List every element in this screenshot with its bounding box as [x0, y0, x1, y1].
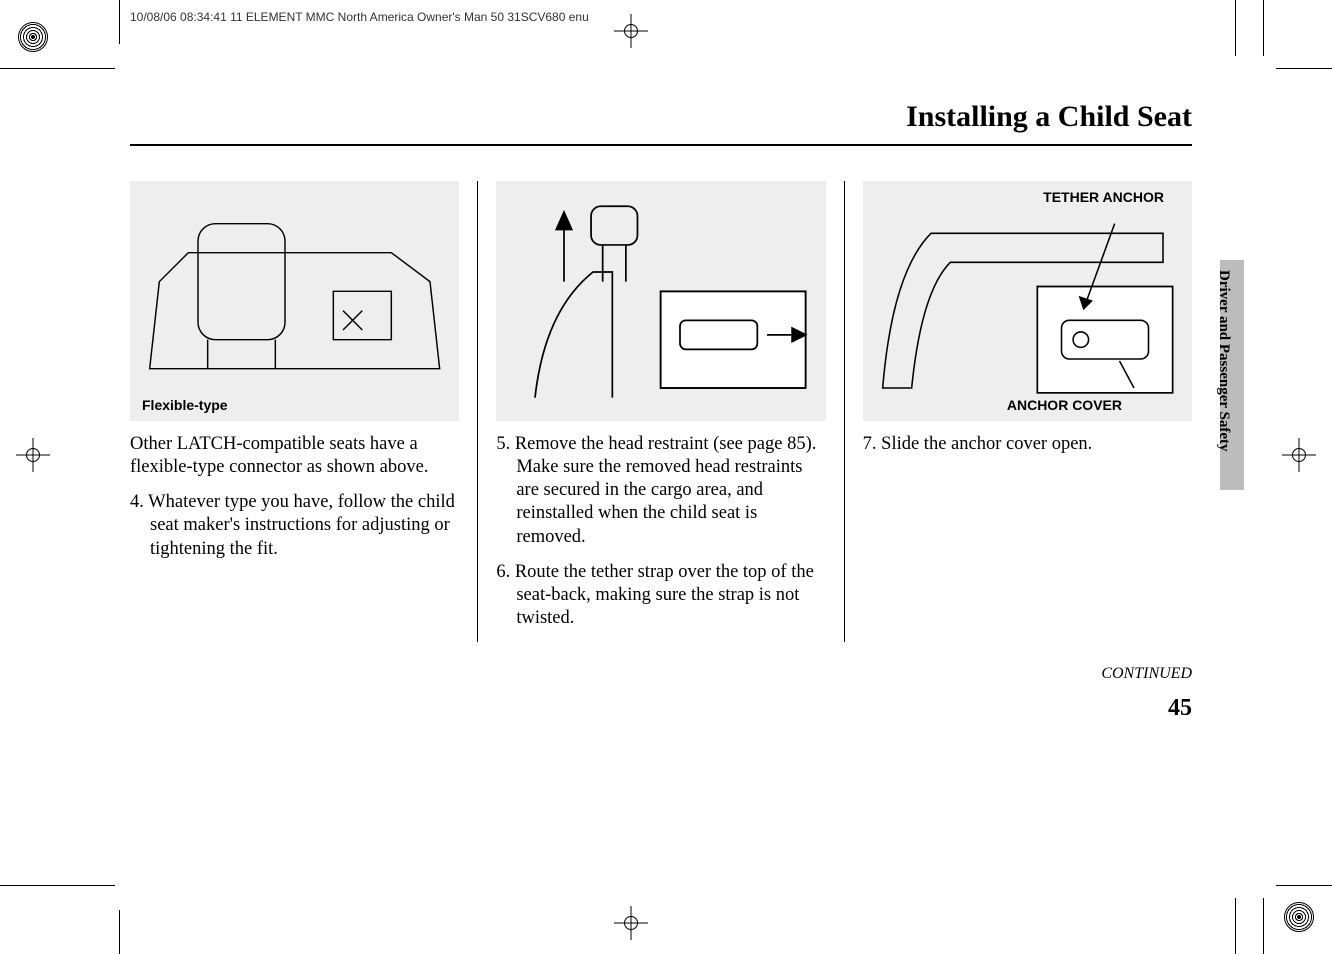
columns: Flexible-type Other LATCH-compatible sea…: [130, 181, 1192, 642]
registration-mark-icon: [1284, 902, 1314, 932]
figure-flexible-type: Flexible-type: [130, 181, 459, 421]
illustration-icon: [140, 191, 449, 411]
crop-line: [1235, 0, 1236, 56]
print-header-meta: 10/08/06 08:34:41 11 ELEMENT MMC North A…: [130, 10, 589, 24]
column-3: TETHER ANCHOR: [844, 181, 1192, 642]
illustration-icon: [506, 191, 815, 411]
content-area: Installing a Child Seat Driver and Passe…: [130, 100, 1192, 642]
cross-mark-icon: [614, 906, 648, 940]
figure-label-anchor-cover: ANCHOR COVER: [1007, 397, 1122, 413]
crop-line: [1263, 898, 1264, 954]
page-root: 10/08/06 08:34:41 11 ELEMENT MMC North A…: [0, 0, 1332, 954]
figure-anchor: TETHER ANCHOR: [863, 181, 1192, 421]
body-text: Other LATCH-compatible seats have a flex…: [130, 433, 459, 561]
section-tab-label: Driver and Passenger Safety: [1215, 270, 1232, 452]
step-4: 4. Whatever type you have, follow the ch…: [130, 491, 459, 560]
cross-mark-icon: [1282, 438, 1316, 472]
continued-label: CONTINUED: [1101, 665, 1192, 683]
crop-line: [119, 910, 120, 954]
illustration-icon: [873, 191, 1182, 411]
page-title: Installing a Child Seat: [906, 100, 1192, 133]
title-row: Installing a Child Seat: [130, 100, 1192, 134]
crop-line: [1276, 68, 1332, 69]
body-text: 7. Slide the anchor cover open.: [863, 433, 1192, 456]
registration-mark-icon: [18, 22, 48, 52]
crop-line: [1276, 885, 1332, 886]
cross-mark-icon: [614, 14, 648, 48]
crop-line: [0, 885, 115, 886]
page-number: 45: [1168, 695, 1192, 722]
body-text: 5. Remove the head restraint (see page 8…: [496, 433, 825, 630]
column-2: 5. Remove the head restraint (see page 8…: [477, 181, 843, 642]
step-7: 7. Slide the anchor cover open.: [863, 433, 1192, 456]
step-5: 5. Remove the head restraint (see page 8…: [496, 433, 825, 549]
cross-mark-icon: [16, 438, 50, 472]
crop-line: [119, 0, 120, 44]
crop-line: [1263, 0, 1264, 56]
step-6: 6. Route the tether strap over the top o…: [496, 561, 825, 630]
column-1: Flexible-type Other LATCH-compatible sea…: [130, 181, 477, 642]
title-rule: [130, 144, 1192, 146]
figure-caption: Flexible-type: [142, 397, 228, 413]
crop-line: [0, 68, 115, 69]
crop-line: [1235, 898, 1236, 954]
paragraph: Other LATCH-compatible seats have a flex…: [130, 433, 459, 479]
figure-head-restraint: [496, 181, 825, 421]
